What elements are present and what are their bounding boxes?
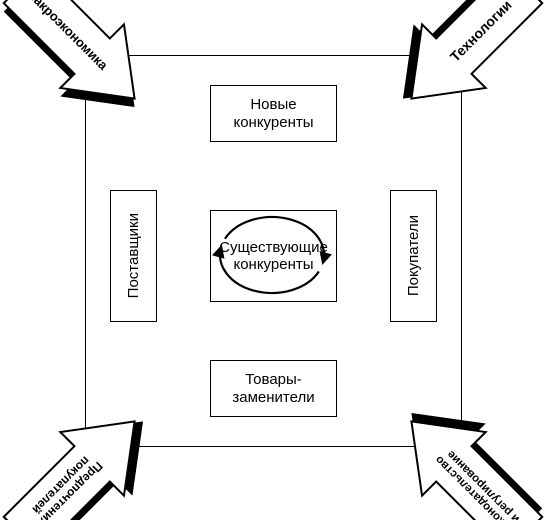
diagram-stage: Новыеконкуренты Поставщики Существующиек…	[0, 0, 546, 520]
